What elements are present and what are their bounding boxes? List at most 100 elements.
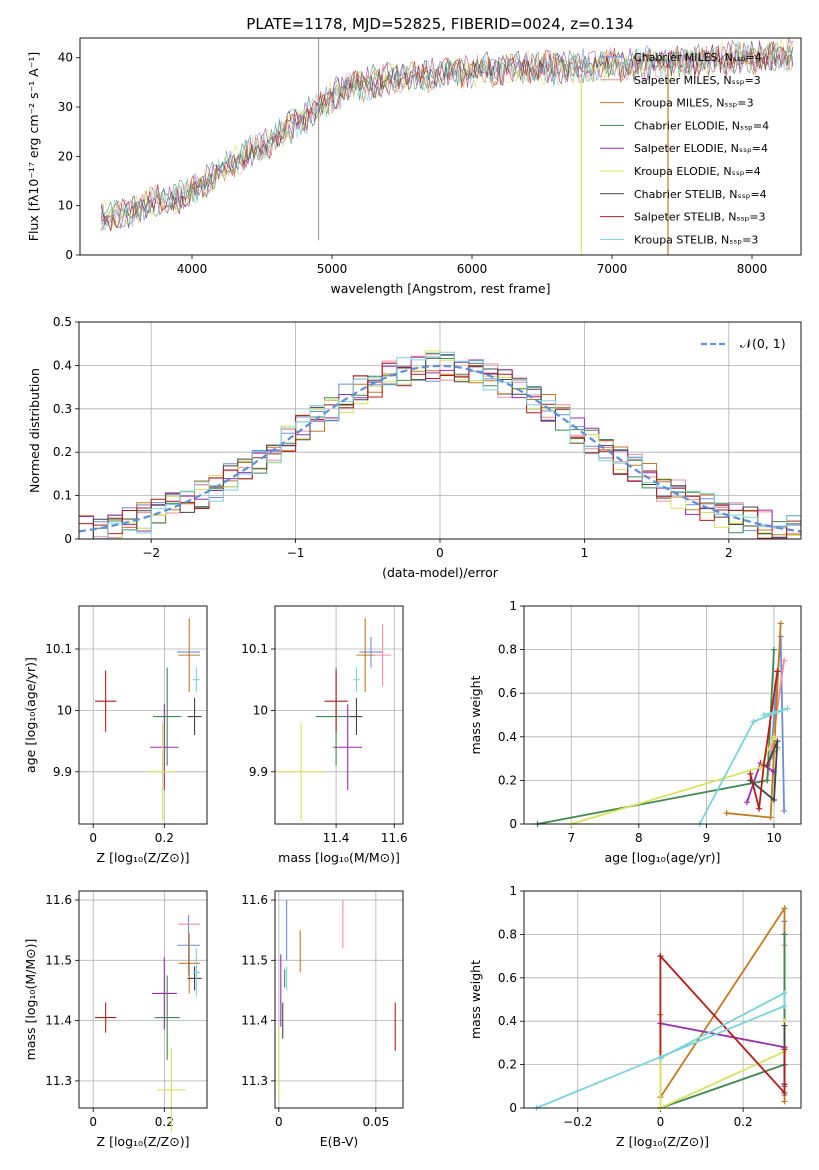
y-tick-label: 10 [58,199,73,213]
y-tick-label: 10.1 [241,642,268,656]
axes-frame [78,321,802,540]
x-tick-label: 0.2 [734,1115,753,1129]
legend-label: Kroupa STELIB, Nₛₛₚ=3 [634,233,758,246]
x-tick-label: 6000 [457,262,488,276]
y-tick-label: 0.4 [53,358,72,372]
x-tick-label: 11.6 [381,831,408,845]
y-tick-label: 0.2 [498,773,517,787]
weight-marker [781,931,788,938]
x-tick-label: 9 [703,831,711,845]
x-tick-label: 0 [436,546,444,560]
x-tick-label: 0 [657,1115,665,1129]
x-axis-label: age [log₁₀(age/yr)] [605,850,721,865]
weight-marker [781,1003,788,1010]
x-tick-label: 1 [581,546,589,560]
y-tick-label: 0.2 [53,445,72,459]
weight-marker [781,807,788,814]
weight-marker [781,657,788,664]
x-tick-label: −1 [287,546,305,560]
x-tick-label: 8000 [737,262,768,276]
x-tick-label: 0.2 [155,831,174,845]
legend-label: Kroupa ELODIE, Nₛₛₚ=4 [634,165,761,178]
weight-vs-metallicity-panel: −0.2 0 0.2 0 0.2 0.4 0.6 0.8 1 Z [log₁₀(Z/Z⊙)] mas… [468,884,802,1149]
y-tick-label: 9.9 [249,765,268,779]
y-tick-label: 30 [58,100,73,114]
y-tick-label: 0 [509,817,517,831]
y-axis-label: mass weight [468,960,483,1039]
y-tick-label: 0.2 [498,1058,517,1072]
weight-line [659,953,786,1096]
legend-label: Salpeter MILES, Nₛₛₚ=3 [634,74,761,87]
y-axis-label: Flux [fλ10⁻¹⁷ erg cm⁻² s⁻¹ A⁻¹] [26,52,41,241]
axes-frame [78,605,208,825]
x-axis-label: E(B-V) [320,1134,359,1149]
weight-marker [723,810,730,817]
weight-line [660,1022,786,1087]
y-tick-label: 11.6 [45,893,72,907]
y-tick-label: 11.3 [241,1074,268,1088]
x-tick-label: 0 [275,1115,283,1129]
weight-marker [770,797,777,804]
weight-marker [760,762,767,769]
y-tick-label: 0.4 [498,1014,517,1028]
legend-label: Chabrier ELODIE, Nₛₛₚ=4 [634,119,769,132]
y-tick-label: 0.6 [498,971,517,985]
axes-frame [79,37,802,256]
x-axis-label: mass [log₁₀(M/M⊙)] [278,850,400,865]
weight-vs-age-panel: 7 8 9 10 0 0.2 0.4 0.6 0.8 1 age [log₁₀(age/yr)] ma… [468,599,802,865]
y-tick-label: 0.3 [53,402,72,416]
y-tick-label: 10 [57,703,72,717]
y-tick-label: 0.6 [498,686,517,700]
weight-line [698,707,788,825]
y-axis-label: Normed distribution [27,368,42,493]
axes-frame [523,605,802,825]
x-tick-label: 5000 [317,262,348,276]
axes-frame [274,890,404,1109]
weight-marker [774,738,781,745]
age-vs-metallicity-panel: 0 0.2 9.9 10 10.1 Z [log₁₀(Z/Z⊙)] age [log₁₀(a… [23,605,208,865]
x-tick-label: 10 [766,831,781,845]
legend-label: Chabrier STELIB, Nₛₛₚ=4 [634,188,767,201]
x-tick-label: 7 [567,831,575,845]
spectrum-line [100,41,794,232]
x-tick-label: 11.4 [323,831,350,845]
y-tick-label: 11.3 [45,1074,72,1088]
x-tick-label: 0 [89,1115,97,1129]
x-tick-label: 0.05 [362,1115,389,1129]
gaussian-curve [78,364,802,533]
weight-marker [767,814,774,821]
x-tick-label: −0.2 [563,1115,592,1129]
weight-marker [781,1089,788,1096]
y-axis-label: mass weight [468,675,483,754]
x-tick-label: 7000 [597,262,628,276]
y-tick-label: 1 [509,884,517,898]
weight-marker [781,1098,788,1105]
weight-line [749,671,779,809]
residual-histogram [79,351,801,540]
weight-marker [784,705,791,712]
x-tick-label: 0 [89,831,97,845]
weight-marker [781,905,788,912]
x-tick-label: 4000 [177,262,208,276]
age-vs-mass-panel: 11.4 11.6 9.9 10 10.1 mass [log₁₀(M/M⊙)] [241,605,408,865]
x-tick-label: 0.2 [155,1115,174,1129]
weight-marker [777,620,784,627]
axes-frame [78,890,208,1109]
mass-vs-metallicity-panel: 0 0.2 11.3 11.4 11.5 11.6 Z [log₁₀(Z/Z⊙)] mass … [23,890,208,1149]
weight-marker [770,646,777,653]
y-tick-label: 0 [65,248,73,262]
y-tick-label: 11.4 [45,1014,72,1028]
x-axis-label: Z [log₁₀(Z/Z⊙)] [97,1134,190,1149]
legend-label: Chabrier MILES, Nₛₛₚ=4 [634,51,762,64]
mass-vs-ebv-panel: 0 0.05 11.3 11.4 11.5 11.6 E(B-V) [241,890,404,1149]
y-tick-label: 0.8 [498,643,517,657]
weight-marker [750,718,757,725]
weight-marker [743,799,750,806]
weight-marker [657,1055,664,1062]
y-tick-label: 40 [58,51,73,65]
weight-marker [764,777,771,784]
y-tick-label: 20 [58,149,73,163]
y-tick-label: 0 [509,1101,517,1115]
y-axis-label: age [log₁₀(age/yr)] [23,657,38,773]
x-axis-label: (data-model)/error [382,565,499,580]
